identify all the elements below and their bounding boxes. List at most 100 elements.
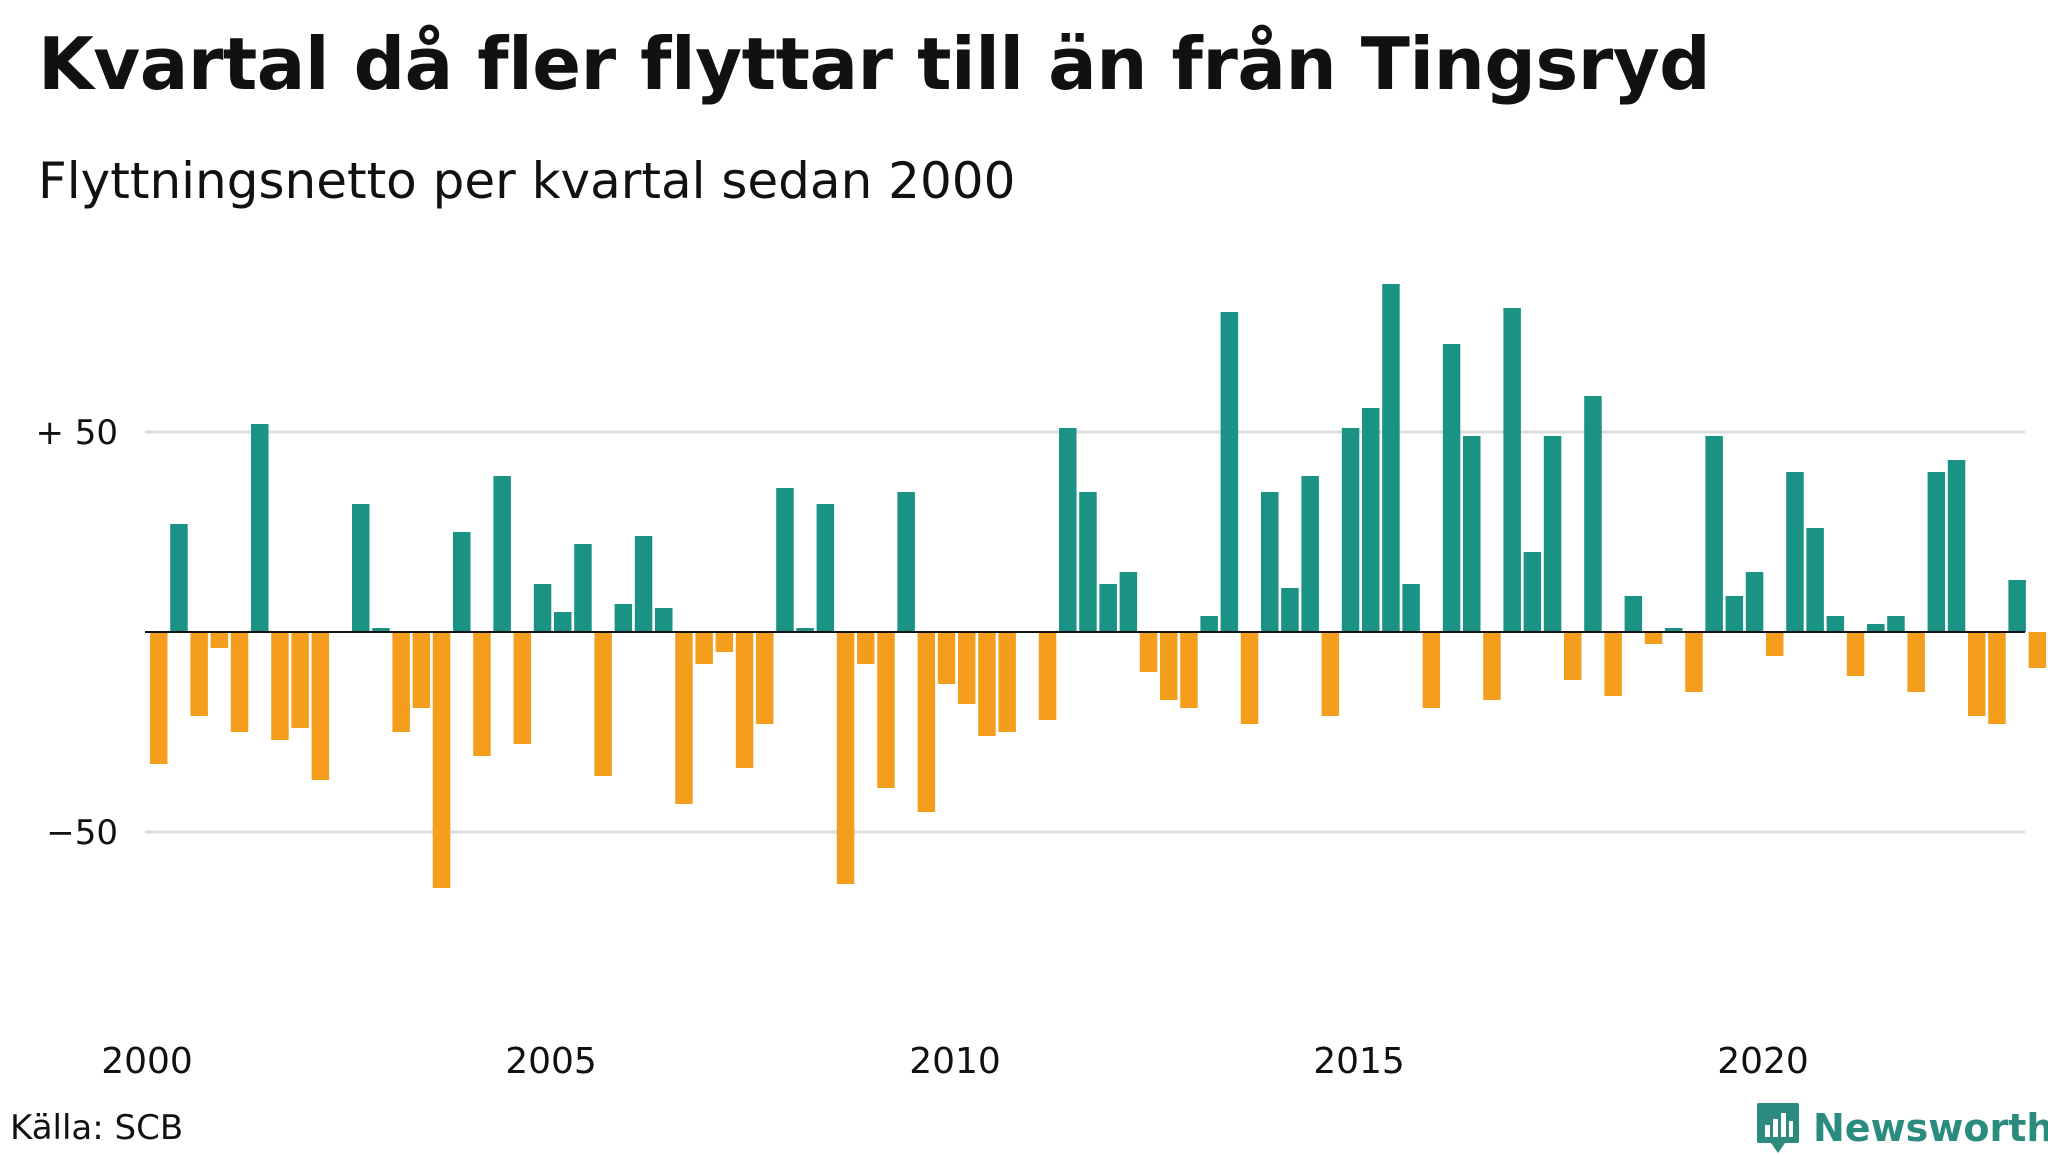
bar-positive: [1099, 584, 1117, 632]
bar-negative: [1644, 632, 1663, 644]
bar-positive: [1281, 588, 1299, 632]
bar-positive: [574, 544, 592, 632]
bar-negative: [937, 632, 956, 684]
bar-negative: [1564, 632, 1582, 680]
bar-negative: [715, 632, 734, 652]
bar-positive: [554, 612, 572, 632]
chart-title: Kvartal då fler flyttar till än från Tin…: [38, 22, 1711, 106]
bar-positive: [1362, 408, 1380, 632]
bar-negative: [1846, 632, 1865, 676]
bar-positive: [453, 532, 471, 632]
bar-negative: [1766, 632, 1784, 656]
bar-negative: [230, 632, 249, 732]
brand-name: Newsworthy: [1813, 1106, 2048, 1150]
bar-negative: [271, 632, 289, 740]
bar-negative: [311, 632, 330, 780]
bar-negative: [1968, 632, 1986, 716]
bar-negative: [1321, 632, 1340, 716]
gridlines: [145, 430, 2025, 834]
bar-negative: [1685, 632, 1703, 692]
bar-negative: [190, 632, 208, 716]
bar-positive: [493, 476, 511, 632]
bar-positive: [2008, 580, 2026, 632]
bar-negative: [1483, 632, 1501, 700]
bar-positive: [897, 492, 915, 632]
x-tick-label: 2000: [101, 1041, 193, 1082]
bar-negative: [735, 632, 754, 768]
bar-negative: [1038, 632, 1057, 720]
bar-chart: + 50 −50 2000 2005 2010 2015 2020: [35, 284, 2047, 1082]
bar-positive: [1927, 472, 1946, 632]
bar-positive: [1059, 428, 1077, 632]
x-axis-labels: 2000 2005 2010 2015 2020: [101, 1041, 1809, 1082]
bar-positive: [816, 504, 835, 632]
bar-positive: [1463, 436, 1481, 632]
bar-negative: [978, 632, 996, 736]
y-tick-label: + 50: [35, 413, 118, 453]
bar-positive: [1887, 616, 1905, 632]
bar-positive: [796, 628, 814, 632]
bar-positive: [1624, 596, 1643, 632]
bar-negative: [836, 632, 855, 884]
source-note: Källa: SCB: [10, 1108, 184, 1148]
bar-negative: [412, 632, 431, 708]
bar-negative: [473, 632, 491, 756]
bar-positive: [1442, 344, 1461, 632]
bar-negative: [1180, 632, 1198, 708]
bar-positive: [1119, 572, 1138, 632]
bar-negative: [1907, 632, 1925, 692]
bar-negative: [695, 632, 713, 664]
bar-negative: [1988, 632, 2006, 724]
bar-positive: [1402, 584, 1420, 632]
bar-negative: [594, 632, 612, 776]
bar-positive: [1665, 628, 1683, 632]
bar-positive: [1523, 552, 1542, 632]
bar-positive: [1867, 624, 1885, 632]
bar-negative: [210, 632, 229, 648]
bar-positive: [634, 536, 653, 632]
bar-negative: [513, 632, 532, 744]
bar-positive: [1079, 492, 1097, 632]
bar-negative: [1240, 632, 1259, 724]
bar-positive: [1705, 436, 1723, 632]
bars: [150, 284, 2047, 888]
bar-negative: [1422, 632, 1441, 708]
x-tick-label: 2015: [1313, 1041, 1405, 1082]
bar-negative: [675, 632, 693, 804]
bar-negative: [432, 632, 451, 888]
bar-positive: [1382, 284, 1400, 632]
bar-positive: [1200, 616, 1218, 632]
x-tick-label: 2010: [909, 1041, 1001, 1082]
bar-positive: [614, 604, 633, 632]
bar-negative: [392, 632, 410, 732]
bar-negative: [1139, 632, 1158, 672]
bar-positive: [776, 488, 794, 632]
bar-negative: [2028, 632, 2047, 668]
bar-negative: [291, 632, 309, 728]
chart-subtitle: Flyttningsnetto per kvartal sedan 2000: [38, 152, 1016, 210]
bar-negative: [1160, 632, 1178, 700]
bar-positive: [1725, 596, 1744, 632]
bar-positive: [1341, 428, 1360, 632]
bar-positive: [372, 628, 390, 632]
newsworthy-logo-icon: [1757, 1103, 1799, 1153]
y-axis-labels: + 50 −50: [35, 413, 118, 853]
bar-positive: [1786, 472, 1804, 632]
bar-negative: [857, 632, 875, 664]
bar-positive: [352, 504, 370, 632]
bar-positive: [1503, 308, 1521, 632]
bar-negative: [150, 632, 168, 764]
x-tick-label: 2020: [1717, 1041, 1809, 1082]
bar-negative: [1604, 632, 1622, 696]
brand-logo[interactable]: Newsworthy: [1755, 1101, 2048, 1155]
y-tick-label: −50: [46, 813, 118, 853]
bar-negative: [998, 632, 1016, 732]
bar-positive: [170, 524, 188, 632]
bar-positive: [1826, 616, 1845, 632]
bar-negative: [756, 632, 774, 724]
bar-positive: [1584, 396, 1602, 632]
bar-positive: [1543, 436, 1562, 632]
bar-positive: [1745, 572, 1764, 632]
bar-negative: [877, 632, 895, 788]
bar-negative: [917, 632, 936, 812]
